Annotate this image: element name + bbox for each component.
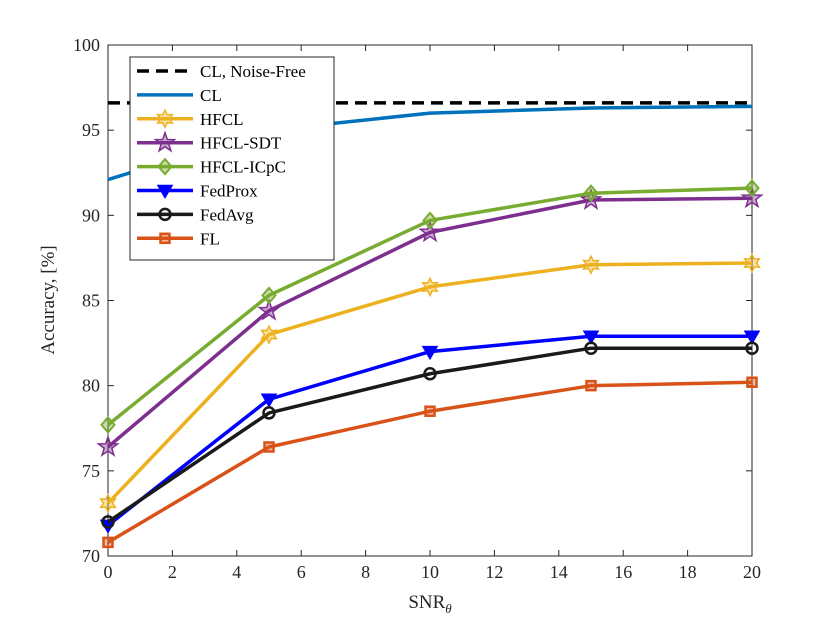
y-tick-label: 100: [73, 35, 100, 55]
legend-label-cl-noise-free: CL, Noise-Free: [200, 62, 306, 81]
x-tick-label: 8: [361, 562, 370, 582]
legend-label-fedavg: FedAvg: [200, 205, 254, 224]
legend-label-hfcl: HFCL: [200, 110, 243, 129]
data-point-hfcl-icpc: [100, 415, 116, 434]
x-axis-label-subscript: θ: [445, 601, 452, 616]
legend-marker-fedavg: [158, 207, 172, 222]
series-line-hfcl: [106, 261, 753, 505]
series-line-hfcl-icpc: [106, 186, 753, 427]
data-point-fedprox: [582, 330, 600, 345]
y-tick-label: 95: [82, 120, 100, 140]
data-point-fedavg: [423, 366, 437, 381]
legend-marker-fedprox: [156, 184, 174, 199]
series-line-fl: [107, 380, 753, 544]
data-point-hfcl: [99, 492, 117, 514]
series-fedavg: [101, 341, 759, 529]
series-line-hfcl-sdt: [106, 196, 753, 449]
data-point-fedavg: [262, 406, 276, 420]
data-point-fedprox: [260, 393, 278, 408]
x-tick-label: 10: [421, 562, 439, 582]
x-axis-label: SNRθ: [408, 592, 452, 616]
data-point-hfcl-sdt: [96, 434, 120, 457]
x-axis-label-main: SNR: [408, 592, 445, 613]
legend-marker-hfcl-icpc: [157, 157, 173, 176]
y-tick-label: 85: [82, 291, 100, 311]
data-point-fedprox: [743, 330, 761, 345]
x-tick-label: 18: [679, 562, 697, 582]
data-point-hfcl-sdt: [740, 186, 764, 209]
y-axis-label: Accuracy, [%]: [38, 245, 59, 355]
y-tick-label: 70: [82, 546, 100, 566]
y-tick-label: 80: [82, 376, 100, 396]
legend: CL, Noise-Free CL HFCL HFCL-SDT HFCL-ICpC Fed…: [129, 56, 335, 261]
data-point-fedavg: [584, 341, 598, 355]
data-point-hfcl-icpc: [422, 211, 438, 230]
x-tick-label: 12: [485, 562, 503, 582]
data-point-hfcl-sdt: [418, 220, 442, 243]
legend-marker-hfcl: [156, 108, 174, 130]
series-fl: [102, 376, 758, 549]
data-point-hfcl-icpc: [261, 286, 277, 305]
series-layer: [96, 101, 764, 549]
data-point-hfcl-icpc: [583, 184, 599, 203]
series-line-fedavg: [107, 346, 752, 524]
legend-marker-hfcl-sdt: [153, 130, 177, 153]
x-tick-label: 14: [550, 562, 568, 582]
x-tick-label: 16: [614, 562, 632, 582]
legend-label-hfcl-sdt: HFCL-SDT: [200, 134, 282, 153]
x-tick-label: 0: [104, 562, 113, 582]
data-point-fedprox: [421, 345, 439, 361]
x-tick-label: 2: [168, 562, 177, 582]
data-point-fl: [585, 379, 597, 392]
x-tick-label: 20: [743, 562, 761, 582]
data-point-fedavg: [101, 515, 115, 529]
y-tick-label: 90: [82, 205, 100, 225]
data-point-hfcl: [743, 252, 761, 274]
data-point-hfcl: [421, 276, 439, 298]
x-tick-label: 4: [232, 562, 241, 582]
legend-marker-fl: [159, 232, 171, 245]
axis-ticks: 0 2 4 6 8 10 12 14 16 18 20 70 75 80 85 90 95 100: [73, 35, 761, 582]
data-point-fl: [746, 376, 758, 389]
series-hfcl-sdt: [96, 186, 764, 457]
data-point-fl: [102, 536, 114, 549]
data-point-hfcl-sdt: [257, 298, 281, 321]
data-point-fl: [263, 441, 275, 453]
data-point-fedavg: [745, 341, 759, 355]
y-tick-label: 75: [82, 461, 100, 481]
data-point-hfcl: [260, 324, 278, 345]
data-point-hfcl: [582, 254, 600, 275]
legend-label-cl: CL: [200, 86, 222, 105]
series-hfcl-icpc: [100, 179, 760, 434]
series-hfcl: [99, 252, 761, 514]
data-point-hfcl-sdt: [579, 187, 603, 210]
data-point-fl: [424, 405, 436, 417]
data-point-hfcl-icpc: [744, 179, 760, 198]
legend-label-fedprox: FedProx: [200, 182, 258, 201]
x-tick-label: 6: [297, 562, 306, 582]
legend-label-hfcl-icpc: HFCL-ICpC: [200, 158, 286, 177]
legend-box: [129, 56, 335, 261]
legend-label-fl: FL: [200, 229, 220, 248]
